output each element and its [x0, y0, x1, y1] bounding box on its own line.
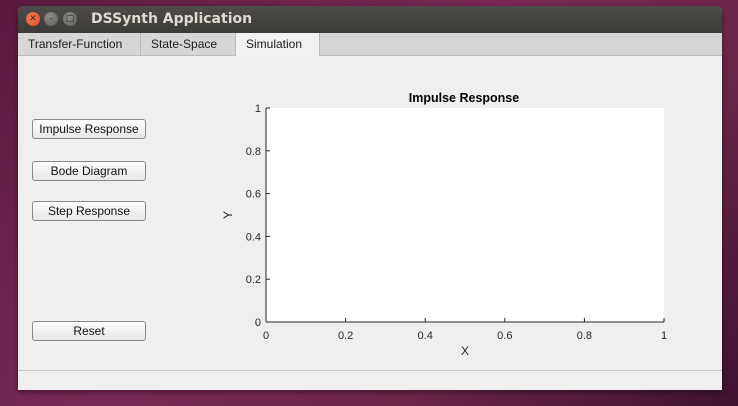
status-bar	[18, 370, 722, 390]
minimize-icon[interactable]: –	[44, 12, 58, 26]
x-tick-label: 0	[263, 330, 269, 342]
plot-area	[266, 108, 664, 322]
window-title: DSSynth Application	[91, 11, 253, 27]
x-tick-label: 1	[661, 330, 667, 342]
close-icon[interactable]: ✕	[26, 12, 40, 26]
x-tick-group: 0 0.2 0.4 0.6 0.8 1	[263, 318, 667, 342]
x-axis-label: X	[461, 344, 469, 358]
tab-simulation[interactable]: Simulation	[236, 33, 320, 56]
maximize-icon[interactable]: □	[63, 12, 77, 26]
y-tick-label: 0.8	[246, 146, 261, 158]
tab-transfer-function[interactable]: Transfer-Function	[18, 33, 141, 55]
y-axis-label: Y	[221, 211, 235, 219]
bode-diagram-button[interactable]: Bode Diagram	[32, 161, 146, 181]
reset-button[interactable]: Reset	[32, 321, 146, 341]
x-tick-label: 0.6	[497, 330, 512, 342]
chart-title: Impulse Response	[409, 91, 519, 105]
y-tick-label: 0.2	[246, 274, 261, 286]
y-tick-label: 0.4	[246, 231, 261, 243]
step-response-button[interactable]: Step Response	[32, 201, 146, 221]
x-tick-label: 0.4	[418, 330, 433, 342]
y-tick-label: 0.6	[246, 189, 261, 201]
impulse-response-plot: Impulse Response 0 0.2 0.4 0.6 0.8 1 00.20.40…	[221, 91, 667, 358]
title-bar: ✕ – □ DSSynth Application	[18, 6, 722, 33]
tab-state-space[interactable]: State-Space	[141, 33, 236, 55]
x-tick-label: 0.8	[577, 330, 592, 342]
y-tick-label: 1	[255, 103, 261, 115]
y-tick-group: 0 0.2 0.4 0.6 0.8 1	[246, 103, 270, 329]
impulse-response-button[interactable]: Impulse Response	[32, 119, 146, 139]
x-tick-label: 0.2	[338, 330, 353, 342]
tab-bar: Transfer-Function State-Space Simulation	[18, 33, 722, 56]
y-tick-label: 0	[255, 317, 261, 329]
app-window: ✕ – □ DSSynth Application Transfer-Funct…	[18, 6, 722, 390]
